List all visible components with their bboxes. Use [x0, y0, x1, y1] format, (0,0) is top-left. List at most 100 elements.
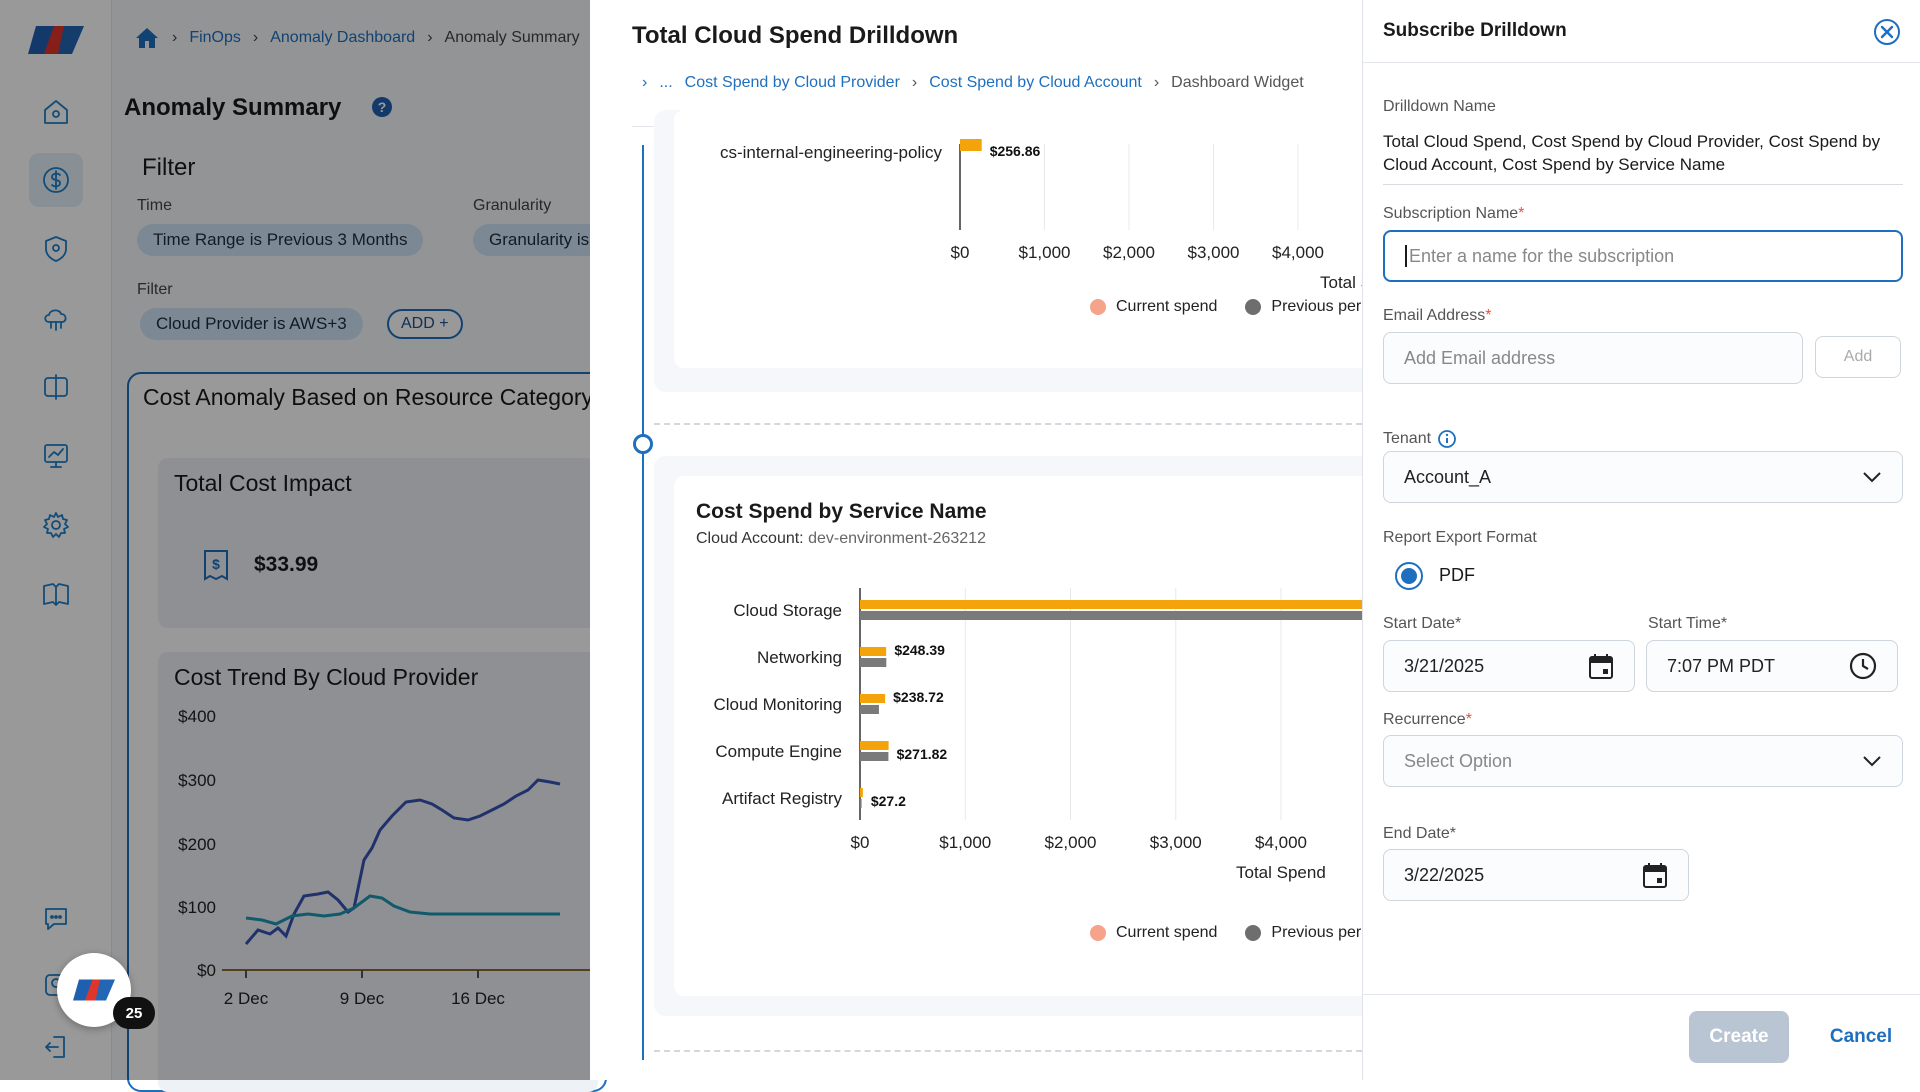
category-label: Artifact Registry: [722, 789, 842, 808]
trend-x-tick: 16 Dec: [451, 989, 505, 1008]
recurrence-select[interactable]: Select Option: [1383, 735, 1903, 787]
service-chart-subtitle: Cloud Account: dev-environment-263212: [696, 530, 986, 548]
tenant-label: Tenant: [1383, 429, 1457, 449]
category-label: Cloud Storage: [733, 601, 842, 620]
time-range-chip[interactable]: Time Range is Previous 3 Months: [137, 224, 424, 256]
bar-current: [860, 600, 1362, 609]
start-time-label: Start Time*: [1648, 615, 1728, 632]
anomaly-summary-page: › FinOps › Anomaly Dashboard › Anomaly S…: [112, 0, 607, 1092]
granularity-label: Granularity: [473, 197, 552, 214]
footer-divider: [1363, 994, 1920, 995]
add-filter-button[interactable]: ADD +: [387, 309, 463, 339]
create-button[interactable]: Create: [1689, 1011, 1789, 1063]
chevron-down-icon: [1863, 756, 1881, 767]
cloud-icon[interactable]: [29, 291, 83, 345]
legend-previous-swatch: [1245, 925, 1262, 941]
end-date-input[interactable]: 3/22/2025: [1383, 849, 1689, 901]
section-title: Cost Anomaly Based on Resource Category: [143, 384, 594, 410]
home-breadcrumb-icon[interactable]: [134, 26, 160, 50]
bar-current: [860, 788, 863, 797]
start-time-value: 7:07 PM PDT: [1667, 655, 1776, 676]
chat-icon[interactable]: [29, 891, 83, 945]
name-divider: [1383, 184, 1903, 185]
trend-y-tick: $400: [178, 707, 216, 726]
legend-current-label[interactable]: Current spend: [1116, 924, 1218, 941]
gear-icon[interactable]: [29, 498, 83, 552]
value-label: $271.82: [897, 746, 948, 762]
clock-icon[interactable]: [1849, 652, 1877, 680]
breadcrumb-finops[interactable]: FinOps: [189, 29, 241, 46]
bar-previous: [860, 611, 1362, 620]
legend-current-swatch: [1090, 925, 1106, 941]
account-chart-inner: [674, 110, 1362, 368]
add-email-button[interactable]: Add: [1815, 336, 1901, 378]
recurrence-placeholder: Select Option: [1404, 750, 1513, 771]
granularity-chip[interactable]: Granularity is: [473, 224, 606, 256]
cost-trend-title: Cost Trend By Cloud Provider: [174, 664, 479, 690]
help-icon[interactable]: ?: [372, 97, 392, 117]
shield-icon[interactable]: [29, 222, 83, 276]
book-icon[interactable]: [29, 567, 83, 621]
x-tick-label: $4,000: [1255, 833, 1307, 852]
timeline-node[interactable]: [633, 434, 653, 454]
service-spend-chart: $0 $1,000 $2,000 $3,000 $4,000 Total Spend Clo…: [713, 588, 1362, 882]
split-view-icon[interactable]: [29, 360, 83, 414]
category-label: cs-internal-engineering-policy: [720, 143, 943, 162]
chart-board-icon[interactable]: [29, 429, 83, 483]
x-tick-label: $3,000: [1188, 243, 1240, 262]
total-cost-value: $33.99: [254, 553, 319, 576]
x-axis-title: Total Spend: [1320, 273, 1362, 292]
start-date-input[interactable]: 3/21/2025: [1383, 640, 1635, 692]
trend-series-b: [245, 894, 560, 926]
dollar-icon[interactable]: [29, 153, 83, 207]
breadcrumb-dashboard-widget: Dashboard Widget: [1171, 74, 1304, 91]
value-label: $256.86: [990, 143, 1041, 159]
svg-text:$: $: [212, 556, 220, 572]
x-tick-label: $0: [951, 243, 970, 262]
breadcrumb-anomaly-dashboard[interactable]: Anomaly Dashboard: [270, 29, 416, 46]
total-cost-card: [158, 458, 598, 628]
close-icon[interactable]: [1873, 18, 1901, 46]
app-logo[interactable]: [28, 22, 84, 58]
legend-current-label[interactable]: Current spend: [1116, 298, 1218, 315]
chart1-legend: Current spend Previous period: [1090, 298, 1362, 316]
calendar-icon[interactable]: [1588, 652, 1614, 680]
trend-y-tick: $100: [178, 898, 216, 917]
chevron-right-icon: ›: [642, 74, 648, 91]
trend-series-a: [244, 778, 561, 945]
calendar-icon[interactable]: [1642, 861, 1668, 889]
assistant-logo-icon: [73, 979, 115, 1001]
start-time-input[interactable]: 7:07 PM PDT: [1646, 640, 1898, 692]
home-icon[interactable]: [29, 85, 83, 139]
chevron-down-icon: [1863, 472, 1881, 483]
legend-previous-label[interactable]: Previous period: [1271, 298, 1362, 315]
section-divider: [654, 1050, 1362, 1052]
legend-previous-label[interactable]: Previous period: [1271, 924, 1362, 941]
trend-y-tick: $0: [197, 961, 216, 980]
cloud-provider-chip[interactable]: Cloud Provider is AWS+3: [140, 308, 363, 340]
drilldown-panel: Total Cloud Spend Drilldown › ... Cost S…: [590, 0, 1362, 1080]
breadcrumb-cloud-provider[interactable]: Cost Spend by Cloud Provider: [684, 74, 900, 91]
email-placeholder: Add Email address: [1404, 347, 1556, 368]
subscription-name-label: Subscription Name*: [1383, 205, 1525, 222]
trend-y-tick: $200: [178, 835, 216, 854]
subscription-name-input[interactable]: Enter a name for the subscription: [1383, 230, 1903, 282]
bar-current: [860, 694, 886, 703]
breadcrumb-anomaly-summary: Anomaly Summary: [444, 29, 580, 46]
tenant-select[interactable]: Account_A: [1383, 451, 1903, 503]
modal-backdrop[interactable]: [0, 0, 590, 1080]
filter-heading: Filter: [142, 154, 196, 181]
x-tick-label: $3,000: [1150, 833, 1202, 852]
pdf-option-label[interactable]: PDF: [1439, 565, 1475, 585]
pdf-radio[interactable]: [1395, 562, 1423, 590]
breadcrumb-ellipsis[interactable]: ...: [659, 74, 673, 91]
breadcrumb-cloud-account[interactable]: Cost Spend by Cloud Account: [929, 74, 1142, 91]
x-tick-label: $2,000: [1103, 243, 1155, 262]
email-input[interactable]: Add Email address: [1383, 332, 1803, 384]
title-divider: [1363, 62, 1920, 63]
logout-icon[interactable]: [29, 1020, 83, 1074]
x-tick-label: $4,000: [1272, 243, 1324, 262]
info-icon[interactable]: [1437, 429, 1457, 449]
drilldown-breadcrumb: › ... Cost Spend by Cloud Provider › Cos…: [642, 74, 1304, 92]
cancel-button[interactable]: Cancel: [1829, 1026, 1893, 1047]
